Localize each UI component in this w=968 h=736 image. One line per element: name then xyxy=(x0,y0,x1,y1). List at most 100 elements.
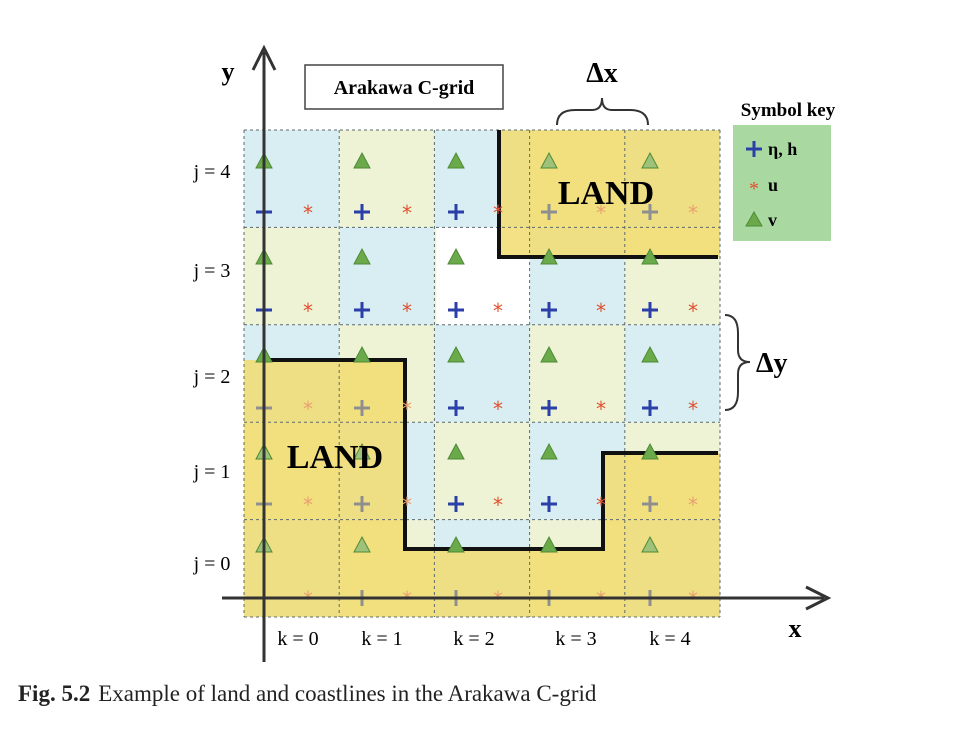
v-triangle-icon xyxy=(540,151,558,169)
eta-h-plus-icon xyxy=(354,496,370,512)
v-triangle-icon xyxy=(540,345,558,363)
u-asterisk-icon: * xyxy=(596,397,606,421)
row-label-j3: j = 3 xyxy=(193,260,231,282)
grid-cell xyxy=(624,324,720,423)
v-triangle-icon xyxy=(540,442,558,460)
delta-y-label: Δy xyxy=(756,348,788,379)
u-asterisk-icon: * xyxy=(596,493,606,517)
v-triangle-icon xyxy=(353,535,371,553)
col-label-k2: k = 2 xyxy=(453,628,494,650)
col-label-k1: k = 1 xyxy=(361,628,402,650)
u-asterisk-icon: * xyxy=(596,299,606,323)
grid-cell xyxy=(529,324,625,423)
eta-h-plus-icon xyxy=(541,496,557,512)
grid-cell xyxy=(339,227,435,325)
row-label-j0: j = 0 xyxy=(193,553,231,575)
u-asterisk-icon: * xyxy=(303,201,313,225)
caption-number: Fig. 5.2 xyxy=(18,681,91,706)
eta-h-plus-icon xyxy=(642,302,658,318)
v-triangle-icon xyxy=(447,151,465,169)
eta-h-plus-icon xyxy=(354,302,370,318)
v-triangle-icon xyxy=(641,535,659,553)
v-triangle-icon xyxy=(641,442,659,460)
eta-h-plus-icon xyxy=(448,204,464,220)
land-region-top xyxy=(499,130,720,257)
u-asterisk-icon: * xyxy=(493,201,503,225)
u-asterisk-icon: * xyxy=(493,397,503,421)
v-triangle-icon xyxy=(641,345,659,363)
eta-h-plus-icon xyxy=(642,496,658,512)
u-asterisk-icon: * xyxy=(493,299,503,323)
grid-cell xyxy=(434,324,530,423)
eta-h-plus-icon xyxy=(354,400,370,416)
u-asterisk-icon: * xyxy=(402,201,412,225)
legend-v-label: v xyxy=(768,210,777,230)
delta-y-brace-icon xyxy=(724,314,751,411)
land-regions xyxy=(244,130,720,617)
arakawa-grid-diagram: ************************* y x Arakawa C-… xyxy=(193,44,836,662)
delta-x-brace-icon xyxy=(556,97,649,126)
v-triangle-icon xyxy=(447,535,465,553)
asterisk-icon: * xyxy=(749,178,759,200)
v-triangle-icon xyxy=(641,151,659,169)
v-triangle-icon xyxy=(353,345,371,363)
coastline-top xyxy=(497,130,718,259)
eta-h-plus-icon xyxy=(541,400,557,416)
grid-lines xyxy=(243,129,721,618)
u-asterisk-icon: * xyxy=(493,493,503,517)
title-box xyxy=(304,64,504,110)
u-asterisk-icon: * xyxy=(688,299,698,323)
row-labels: j = 4 j = 3 j = 2 j = 1 j = 0 xyxy=(193,161,231,575)
axes xyxy=(222,44,832,662)
u-asterisk-icon: * xyxy=(303,299,313,323)
eta-h-plus-icon xyxy=(541,204,557,220)
caption-text: Example of land and coastlines in the Ar… xyxy=(98,681,597,706)
v-triangle-icon xyxy=(540,535,558,553)
x-axis-arrow-icon xyxy=(805,585,832,611)
v-triangle-icon xyxy=(353,151,371,169)
grid-cell xyxy=(339,130,435,228)
col-label-k3: k = 3 xyxy=(555,628,596,650)
legend-eta-h-label: η, h xyxy=(768,139,797,159)
eta-h-plus-icon xyxy=(448,302,464,318)
symbol-key: Symbol key η, h * u v xyxy=(733,100,836,241)
u-asterisk-icon: * xyxy=(303,397,313,421)
v-triangle-icon xyxy=(353,247,371,265)
v-triangle-icon xyxy=(353,442,371,460)
u-asterisk-icon: * xyxy=(402,299,412,323)
v-triangle-icon xyxy=(641,247,659,265)
land-label-top-right: LAND xyxy=(558,175,654,212)
u-asterisk-icon: * xyxy=(688,201,698,225)
eta-h-plus-icon xyxy=(642,204,658,220)
eta-h-plus-icon xyxy=(448,400,464,416)
row-label-j1: j = 1 xyxy=(193,461,231,483)
col-label-k0: k = 0 xyxy=(277,628,318,650)
eta-h-plus-icon xyxy=(642,400,658,416)
diagram-title: Arakawa C-grid xyxy=(334,77,475,99)
v-triangle-icon xyxy=(447,247,465,265)
u-asterisk-icon: * xyxy=(596,201,606,225)
col-label-k4: k = 4 xyxy=(649,628,690,650)
eta-h-plus-icon xyxy=(354,204,370,220)
u-asterisk-icon: * xyxy=(303,493,313,517)
symbol-key-title: Symbol key xyxy=(741,100,836,121)
y-axis-arrow-icon xyxy=(251,44,277,71)
eta-h-plus-icon xyxy=(541,302,557,318)
coastline xyxy=(264,130,718,551)
row-label-j2: j = 2 xyxy=(193,366,231,388)
v-triangle-icon xyxy=(540,247,558,265)
u-asterisk-icon: * xyxy=(402,493,412,517)
u-asterisk-icon: * xyxy=(688,397,698,421)
legend-u: * u xyxy=(749,175,778,200)
land-region-bottom xyxy=(244,360,720,617)
eta-h-plus-icon xyxy=(448,496,464,512)
row-label-j4: j = 4 xyxy=(193,161,231,183)
triangle-icon xyxy=(745,210,763,227)
figure-caption: Fig. 5.2 Example of land and coastlines i… xyxy=(18,681,596,707)
u-asterisk-icon: * xyxy=(402,397,412,421)
delta-x-label: Δx xyxy=(586,58,618,89)
plus-icon xyxy=(746,141,762,157)
legend-u-label: u xyxy=(768,175,778,195)
v-triangle-icon xyxy=(447,442,465,460)
u-asterisk-icon: * xyxy=(688,493,698,517)
